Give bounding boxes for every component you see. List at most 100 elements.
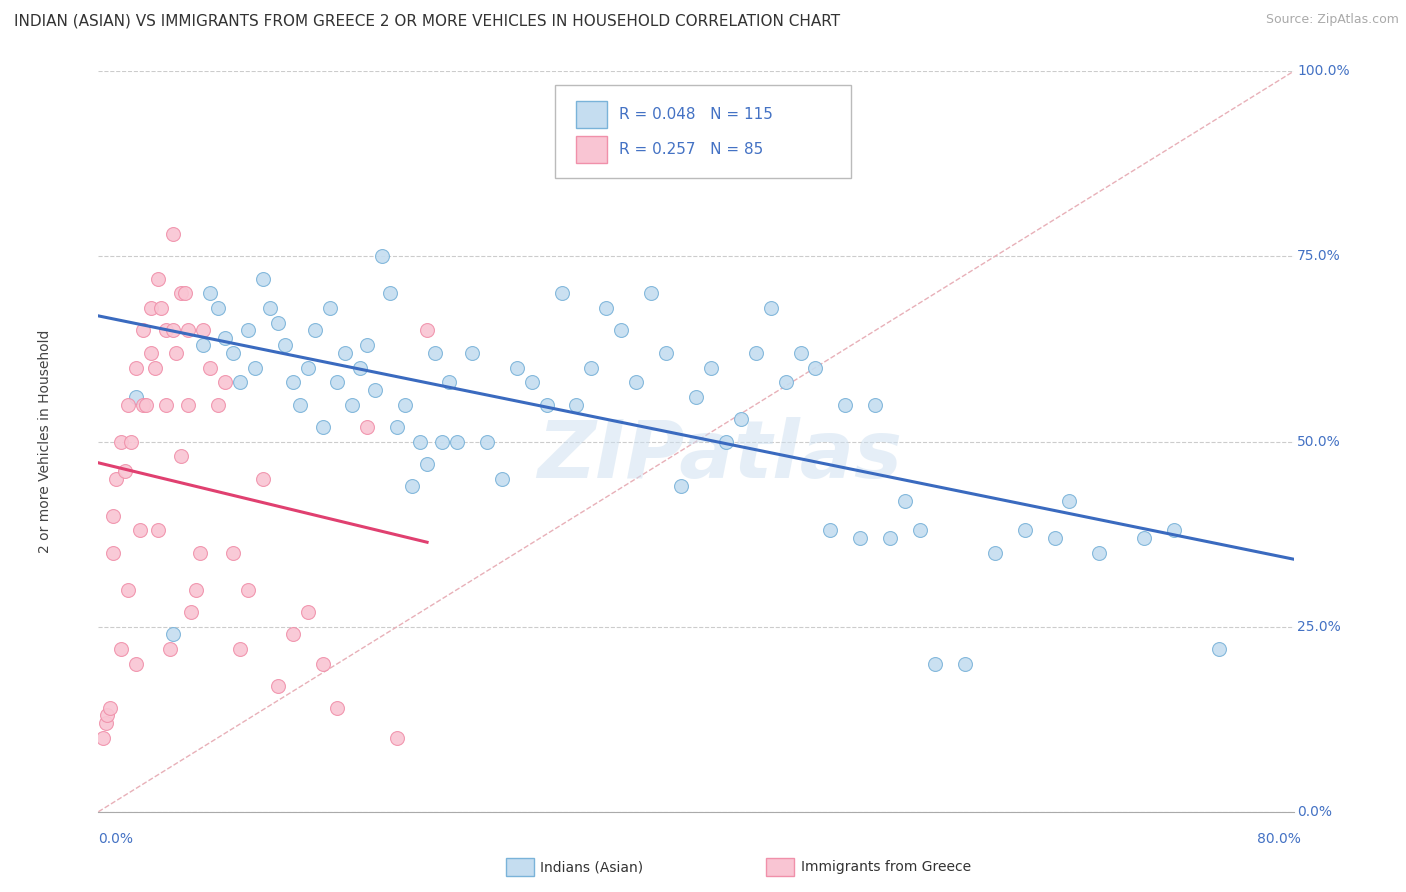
Point <box>200 360 222 375</box>
Point <box>162 227 184 242</box>
Point <box>98 701 122 715</box>
Point <box>132 324 155 338</box>
Point <box>125 360 148 375</box>
Point <box>714 434 737 449</box>
Point <box>1133 531 1156 545</box>
Point <box>745 345 768 359</box>
Point <box>624 376 647 390</box>
Point <box>789 345 811 359</box>
Point <box>491 471 513 485</box>
Point <box>222 345 245 359</box>
Point <box>326 376 349 390</box>
Point <box>177 398 200 412</box>
Point <box>214 376 236 390</box>
Point <box>416 457 439 471</box>
Point <box>378 286 401 301</box>
Point <box>775 376 797 390</box>
Point <box>834 398 856 412</box>
Point <box>214 331 236 345</box>
Point <box>174 286 197 301</box>
Point <box>143 360 166 375</box>
Point <box>114 464 136 478</box>
Text: 75.0%: 75.0% <box>1298 250 1341 263</box>
Point <box>311 419 333 434</box>
Point <box>165 345 187 359</box>
Point <box>655 345 678 359</box>
Point <box>461 345 484 359</box>
Point <box>297 605 319 619</box>
Point <box>103 546 125 560</box>
Point <box>364 383 387 397</box>
Point <box>245 360 267 375</box>
Point <box>1014 524 1036 538</box>
Text: R = 0.257   N = 85: R = 0.257 N = 85 <box>619 143 763 157</box>
Point <box>550 286 572 301</box>
Point <box>162 627 184 641</box>
Point <box>610 324 633 338</box>
Point <box>94 715 117 730</box>
Point <box>759 301 782 316</box>
Point <box>423 345 446 359</box>
Point <box>117 398 139 412</box>
Point <box>155 398 177 412</box>
Point <box>135 398 157 412</box>
Point <box>222 546 245 560</box>
Text: R = 0.048   N = 115: R = 0.048 N = 115 <box>619 107 772 121</box>
Point <box>267 679 290 693</box>
Point <box>439 376 461 390</box>
Point <box>148 271 170 285</box>
Point <box>125 657 148 671</box>
Point <box>446 434 468 449</box>
Point <box>105 471 128 485</box>
Point <box>879 531 901 545</box>
Point <box>236 324 259 338</box>
Point <box>188 546 211 560</box>
Point <box>700 360 723 375</box>
Text: 100.0%: 100.0% <box>1298 64 1350 78</box>
Point <box>125 390 148 404</box>
Point <box>252 471 274 485</box>
Point <box>207 301 229 316</box>
Point <box>207 398 229 412</box>
Point <box>236 582 259 597</box>
Point <box>155 324 177 338</box>
Point <box>139 301 162 316</box>
Point <box>177 324 200 338</box>
Point <box>1208 641 1230 656</box>
Point <box>401 479 423 493</box>
Point <box>356 419 378 434</box>
Point <box>150 301 173 316</box>
Point <box>159 641 181 656</box>
Point <box>110 641 132 656</box>
Point <box>110 434 132 449</box>
Point <box>169 450 191 464</box>
Point <box>333 345 356 359</box>
Point <box>685 390 707 404</box>
Text: 0.0%: 0.0% <box>98 832 134 846</box>
Point <box>565 398 588 412</box>
Point <box>180 605 202 619</box>
Point <box>536 398 558 412</box>
Point <box>191 324 214 338</box>
Point <box>319 301 342 316</box>
Point <box>640 286 662 301</box>
Point <box>669 479 692 493</box>
Point <box>863 398 886 412</box>
Point <box>162 324 184 338</box>
Point <box>252 271 274 285</box>
Point <box>274 338 297 352</box>
Point <box>120 434 142 449</box>
Point <box>229 641 252 656</box>
Text: Immigrants from Greece: Immigrants from Greece <box>801 860 972 874</box>
Point <box>1163 524 1185 538</box>
Point <box>908 524 931 538</box>
Text: Indians (Asian): Indians (Asian) <box>540 860 643 874</box>
Point <box>804 360 827 375</box>
Text: 80.0%: 80.0% <box>1257 832 1301 846</box>
Point <box>259 301 281 316</box>
Point <box>520 376 543 390</box>
Point <box>132 398 155 412</box>
Point <box>581 360 603 375</box>
Point <box>730 412 752 426</box>
Point <box>103 508 125 523</box>
